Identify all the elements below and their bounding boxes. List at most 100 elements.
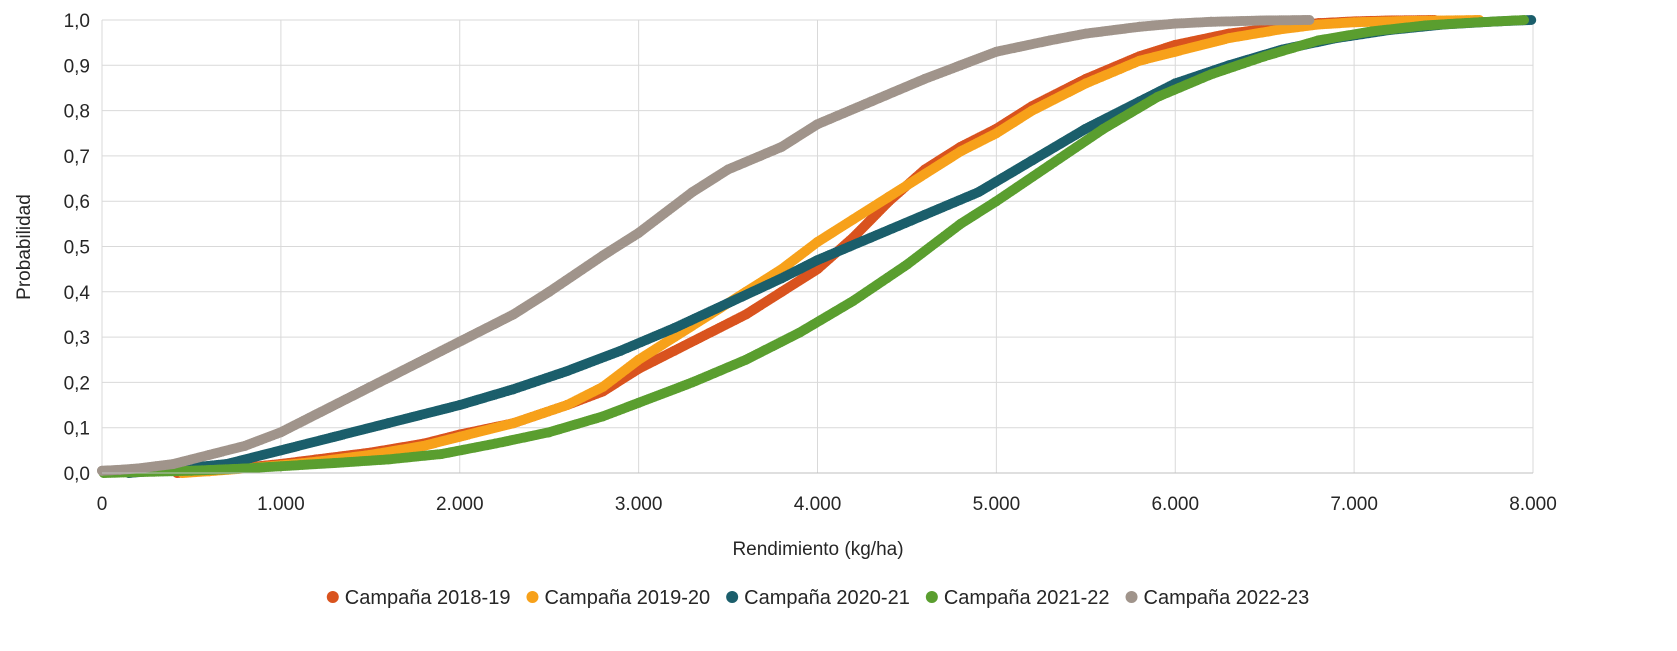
data-point xyxy=(275,427,286,438)
data-point xyxy=(1134,21,1145,32)
series-5 xyxy=(97,15,1315,476)
legend-label: Campaña 2021-22 xyxy=(944,587,1110,609)
data-point xyxy=(812,119,823,130)
data-point xyxy=(1134,55,1145,66)
y-tick-label: 1,0 xyxy=(64,11,90,32)
data-point xyxy=(1080,78,1091,89)
legend-label: Campaña 2018-19 xyxy=(345,587,511,609)
data-point xyxy=(1474,17,1485,28)
data-point xyxy=(919,73,930,84)
data-point xyxy=(454,400,465,411)
data-point xyxy=(1313,35,1324,46)
data-point xyxy=(1519,15,1530,25)
data-point xyxy=(740,354,751,365)
y-tick-label: 0,7 xyxy=(64,147,90,168)
data-point xyxy=(812,255,823,266)
data-point xyxy=(275,461,286,472)
data-point xyxy=(418,354,429,365)
data-point xyxy=(812,236,823,247)
y-tick-label: 0,6 xyxy=(64,192,90,213)
data-point xyxy=(1027,105,1038,116)
legend: Campaña 2018-19 Campaña 2019-20 Campaña 20… xyxy=(326,587,1310,609)
data-point xyxy=(275,445,286,456)
data-point xyxy=(991,128,1002,139)
data-point xyxy=(562,366,573,377)
legend-marker xyxy=(925,591,938,603)
data-point xyxy=(669,345,680,356)
data-point xyxy=(740,309,751,320)
axis-layer: 0,0 0,1 0,2 0,3 0,4 0,5 0,6 0,7 0,8 0,9 1,0 0 1.000 2… xyxy=(64,11,1557,515)
data-point xyxy=(919,209,930,220)
data-point xyxy=(1313,19,1324,30)
data-point xyxy=(794,327,805,338)
data-point xyxy=(1080,123,1091,134)
data-point xyxy=(454,431,465,442)
x-tick-label: 7.000 xyxy=(1330,494,1378,515)
data-point xyxy=(1304,15,1315,25)
data-point xyxy=(884,191,895,202)
data-point xyxy=(776,273,787,284)
y-tick-label: 0,0 xyxy=(64,464,90,485)
data-point xyxy=(1259,15,1270,26)
data-point xyxy=(562,400,573,411)
data-point xyxy=(1367,26,1378,37)
y-tick-label: 0,2 xyxy=(64,373,90,394)
data-point xyxy=(866,96,877,107)
data-point xyxy=(114,464,125,475)
data-point xyxy=(186,465,197,476)
data-point xyxy=(1526,15,1537,25)
legend-marker xyxy=(726,591,739,603)
data-point xyxy=(1170,18,1181,29)
legend-marker xyxy=(1125,591,1138,603)
data-point xyxy=(669,323,680,334)
data-point xyxy=(597,411,608,422)
data-point xyxy=(991,46,1002,57)
data-point xyxy=(1206,16,1217,27)
data-point xyxy=(776,286,787,297)
data-point xyxy=(508,418,519,429)
data-point xyxy=(955,218,966,229)
data-point xyxy=(901,259,912,270)
data-point xyxy=(866,232,877,243)
x-tick-label: 5.000 xyxy=(973,494,1021,515)
data-point xyxy=(132,463,143,474)
data-point xyxy=(955,146,966,157)
legend-marker xyxy=(326,591,339,603)
data-point xyxy=(454,336,465,347)
data-point xyxy=(383,418,394,429)
data-point xyxy=(669,332,680,343)
data-point xyxy=(848,295,859,306)
y-tick-label: 0,3 xyxy=(64,328,90,349)
legend-marker xyxy=(526,591,539,603)
data-point xyxy=(1045,159,1056,170)
x-tick-label: 4.000 xyxy=(794,494,842,515)
x-tick-label: 6.000 xyxy=(1151,494,1199,515)
data-point xyxy=(1080,28,1091,39)
data-point xyxy=(240,440,251,451)
data-point xyxy=(1045,35,1056,46)
data-point xyxy=(204,449,215,460)
data-point xyxy=(150,461,161,472)
data-point xyxy=(1170,46,1181,57)
data-point xyxy=(436,448,447,459)
data-point xyxy=(311,409,322,420)
data-point xyxy=(329,458,340,469)
data-point xyxy=(973,187,984,198)
data-point xyxy=(1420,20,1431,31)
data-point xyxy=(544,427,555,438)
data-point xyxy=(1098,123,1109,134)
data-point xyxy=(687,187,698,198)
data-point xyxy=(490,438,501,449)
x-axis-title: Rendimiento (kg/ha) xyxy=(732,539,903,560)
data-point xyxy=(418,440,429,451)
x-tick-label: 8.000 xyxy=(1509,494,1557,515)
data-point xyxy=(1259,51,1270,62)
data-point xyxy=(633,397,644,408)
data-point xyxy=(1277,24,1288,35)
legend-label: Campaña 2022-23 xyxy=(1144,587,1310,609)
y-tick-label: 0,9 xyxy=(64,56,90,77)
data-point xyxy=(1027,155,1038,166)
data-point xyxy=(240,463,251,474)
y-axis-title: Probabilidad xyxy=(14,194,35,300)
